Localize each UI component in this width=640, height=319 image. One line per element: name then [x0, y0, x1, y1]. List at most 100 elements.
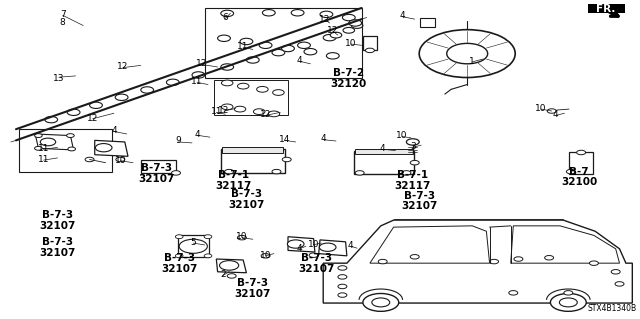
- Circle shape: [349, 20, 362, 26]
- Text: 11: 11: [211, 107, 222, 116]
- Circle shape: [410, 255, 419, 259]
- Circle shape: [406, 139, 419, 145]
- Circle shape: [509, 291, 518, 295]
- Circle shape: [330, 32, 342, 38]
- Circle shape: [221, 80, 233, 86]
- Circle shape: [237, 83, 249, 89]
- Circle shape: [221, 10, 234, 17]
- Text: 10: 10: [345, 39, 356, 48]
- Circle shape: [282, 157, 291, 162]
- Circle shape: [204, 235, 212, 239]
- Bar: [588, 4, 625, 13]
- Text: 12: 12: [260, 110, 271, 119]
- Circle shape: [40, 138, 56, 146]
- Circle shape: [550, 293, 586, 311]
- Circle shape: [514, 257, 523, 261]
- Circle shape: [338, 293, 347, 297]
- Circle shape: [372, 298, 390, 307]
- Circle shape: [67, 109, 80, 115]
- Circle shape: [253, 109, 265, 115]
- Bar: [223, 147, 284, 153]
- Circle shape: [90, 102, 102, 108]
- Circle shape: [237, 235, 246, 240]
- Text: 10: 10: [236, 232, 248, 241]
- Bar: [569, 152, 593, 174]
- Circle shape: [338, 284, 347, 289]
- Circle shape: [287, 240, 304, 248]
- Circle shape: [115, 94, 128, 100]
- Bar: [355, 149, 413, 154]
- Text: 4: 4: [297, 244, 302, 253]
- Circle shape: [363, 293, 399, 311]
- Circle shape: [402, 171, 411, 175]
- Bar: [178, 235, 209, 257]
- Bar: [420, 18, 435, 27]
- Text: 6: 6: [223, 13, 228, 22]
- Text: B-7-3
32107: B-7-3 32107: [40, 237, 76, 258]
- Text: 3: 3: [410, 142, 415, 151]
- Text: B-7-3
32107: B-7-3 32107: [299, 253, 335, 274]
- Circle shape: [172, 171, 180, 175]
- Text: 10: 10: [535, 104, 547, 113]
- Circle shape: [175, 235, 183, 239]
- Text: 12: 12: [218, 106, 230, 115]
- Text: 13: 13: [53, 74, 65, 83]
- Text: 12: 12: [327, 26, 339, 35]
- Circle shape: [323, 34, 336, 41]
- Circle shape: [309, 253, 318, 257]
- Text: B-7-3
32107: B-7-3 32107: [228, 189, 264, 210]
- Text: 4: 4: [111, 126, 116, 135]
- Text: B-7-3
32107: B-7-3 32107: [161, 253, 197, 274]
- Circle shape: [338, 275, 347, 279]
- Circle shape: [589, 261, 598, 265]
- Text: 12: 12: [319, 15, 331, 24]
- Polygon shape: [35, 134, 74, 150]
- Text: B-7-1
32117: B-7-1 32117: [216, 170, 252, 191]
- Bar: [141, 160, 177, 173]
- Circle shape: [179, 239, 207, 253]
- Bar: [354, 151, 415, 174]
- Text: B-7-3
32107: B-7-3 32107: [40, 210, 76, 231]
- Text: 4: 4: [380, 144, 385, 153]
- Circle shape: [166, 79, 179, 85]
- Circle shape: [221, 104, 233, 110]
- Circle shape: [304, 48, 317, 55]
- Circle shape: [319, 243, 336, 251]
- Circle shape: [273, 90, 284, 95]
- Text: 5: 5: [191, 238, 196, 247]
- Text: B-7-1
32117: B-7-1 32117: [395, 170, 431, 191]
- Text: 11: 11: [38, 144, 49, 153]
- Circle shape: [225, 169, 234, 174]
- Circle shape: [221, 64, 234, 70]
- Circle shape: [116, 157, 125, 162]
- Polygon shape: [323, 220, 632, 303]
- Circle shape: [419, 30, 515, 78]
- Circle shape: [240, 38, 253, 45]
- Text: B-7-3
32107: B-7-3 32107: [235, 278, 271, 299]
- Text: STX4B1340B: STX4B1340B: [588, 304, 637, 313]
- Polygon shape: [319, 240, 347, 256]
- Bar: [363, 36, 377, 50]
- Circle shape: [175, 254, 183, 258]
- Text: 4: 4: [321, 134, 326, 143]
- Polygon shape: [95, 140, 128, 156]
- Polygon shape: [511, 226, 620, 263]
- Circle shape: [577, 150, 586, 155]
- Text: 4: 4: [348, 241, 353, 250]
- Text: 10: 10: [260, 251, 271, 260]
- Circle shape: [68, 147, 76, 151]
- Circle shape: [343, 27, 355, 33]
- Text: 12: 12: [117, 63, 129, 71]
- Text: 11: 11: [38, 155, 49, 164]
- Circle shape: [490, 259, 499, 264]
- Circle shape: [338, 266, 347, 270]
- Polygon shape: [216, 259, 246, 273]
- Circle shape: [365, 48, 374, 53]
- Text: 10: 10: [396, 131, 408, 140]
- Circle shape: [272, 169, 281, 174]
- Circle shape: [35, 134, 42, 137]
- Circle shape: [615, 282, 624, 286]
- Text: 12: 12: [196, 59, 207, 68]
- Circle shape: [95, 144, 112, 152]
- Circle shape: [192, 72, 205, 78]
